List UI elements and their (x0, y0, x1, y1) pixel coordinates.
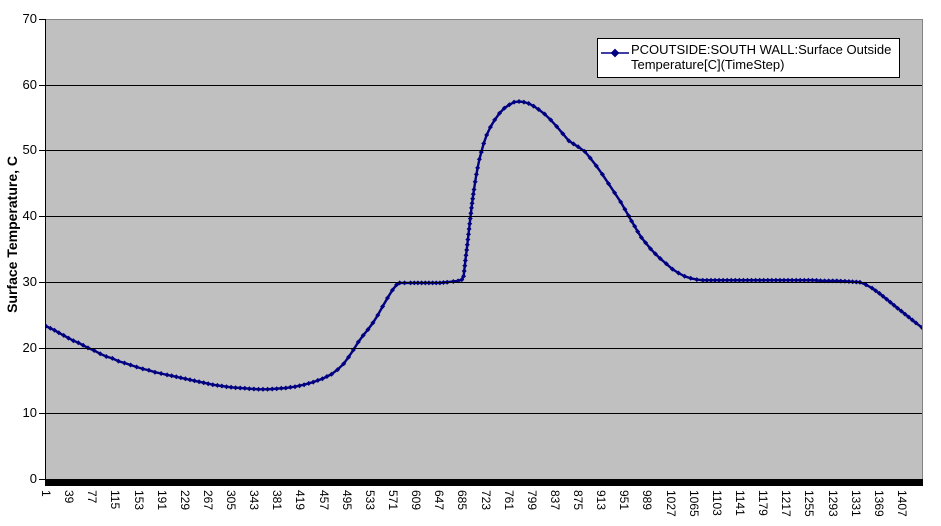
x-axis-tick-label: 191 (155, 490, 169, 511)
x-axis-tick-label: 685 (455, 490, 469, 511)
y-axis-tick-label: 30 (22, 274, 37, 289)
x-axis-tick-label: 305 (224, 490, 238, 511)
y-axis-tick (39, 348, 45, 349)
gridline (46, 348, 922, 349)
gridline (46, 282, 922, 283)
x-axis-tick-label: 875 (571, 490, 585, 511)
x-axis-tick-label: 153 (132, 490, 146, 511)
x-axis-tick-label: 951 (617, 490, 631, 511)
legend-label-line2: Temperature[C](TimeStep) (631, 57, 785, 72)
legend-label-line1: PCOUTSIDE:SOUTH WALL:Surface Outside (631, 42, 892, 57)
x-axis-tick-label: 229 (178, 490, 192, 511)
plot-area (46, 19, 923, 480)
y-axis-tick-label: 50 (22, 142, 37, 157)
y-axis-tick-label: 40 (22, 208, 37, 223)
x-axis-tick-label: 495 (340, 490, 354, 511)
gridline (46, 150, 922, 151)
y-axis-tick (39, 19, 45, 20)
x-axis-tick-label: 115 (108, 490, 122, 510)
y-axis-tick (39, 479, 45, 480)
x-axis-tick-label: 723 (479, 490, 493, 511)
x-axis-tick-label: 1293 (826, 490, 840, 517)
x-axis-tick-label: 1255 (802, 490, 816, 517)
x-axis-tick-label: 609 (409, 490, 423, 511)
y-axis-tick-label: 70 (22, 11, 37, 26)
x-axis-tick-label: 533 (363, 490, 377, 511)
x-axis-tick-label: 1027 (664, 490, 678, 517)
y-axis-tick-label: 60 (22, 77, 37, 92)
x-axis-tick-label: 1331 (849, 490, 863, 517)
y-axis-line (45, 19, 46, 486)
x-axis-tick-label: 1407 (895, 490, 909, 517)
y-axis-tick (39, 282, 45, 283)
diamond-line-marker-icon (601, 48, 629, 58)
x-axis-tick-label: 647 (432, 490, 446, 511)
x-axis-tick-label: 1065 (687, 490, 701, 517)
legend-label: PCOUTSIDE:SOUTH WALL:Surface Outside Tem… (631, 42, 897, 72)
x-axis-line (45, 479, 923, 486)
y-axis-tick (39, 150, 45, 151)
x-axis-tick-label: 457 (317, 490, 331, 511)
temperature-series-plot (46, 99, 922, 392)
legend: PCOUTSIDE:SOUTH WALL:Surface Outside Tem… (597, 38, 900, 78)
y-axis-tick-label: 0 (29, 471, 37, 486)
y-axis-tick-label: 20 (22, 340, 37, 355)
x-axis-tick-label: 381 (270, 490, 284, 511)
x-axis-tick-label: 343 (247, 490, 261, 511)
gridline (46, 413, 922, 414)
x-axis-tick-label: 571 (386, 490, 400, 511)
gridline (46, 85, 922, 86)
x-axis-tick-label: 799 (525, 490, 539, 511)
x-axis-tick-label: 1141 (733, 490, 747, 516)
x-axis-tick-label: 1 (39, 490, 53, 497)
x-axis-tick-label: 837 (548, 490, 562, 511)
y-axis-tick (39, 85, 45, 86)
y-axis-tick (39, 413, 45, 414)
x-axis-tick-label: 419 (293, 490, 307, 511)
x-axis-tick-label: 1103 (710, 490, 724, 516)
x-axis-tick-label: 989 (640, 490, 654, 511)
x-axis-tick-label: 1217 (779, 490, 793, 517)
x-axis-tick-label: 1179 (756, 490, 770, 516)
y-axis-tick (39, 216, 45, 217)
x-axis-tick-label: 1369 (872, 490, 886, 517)
gridline (46, 216, 922, 217)
x-axis-tick-label: 267 (201, 490, 215, 511)
x-axis-tick-label: 77 (85, 490, 99, 504)
x-axis-tick-label: 761 (502, 490, 516, 511)
x-axis-tick-label: 39 (62, 490, 76, 504)
x-axis-tick-label: 913 (594, 490, 608, 511)
y-axis-tick-label: 10 (22, 405, 37, 420)
